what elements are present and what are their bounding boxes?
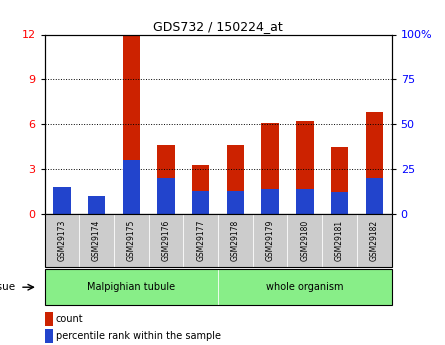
Bar <box>366 112 383 214</box>
Bar <box>123 36 140 214</box>
Text: GSM29180: GSM29180 <box>300 220 309 261</box>
Bar <box>227 145 244 214</box>
Text: whole organism: whole organism <box>266 282 344 292</box>
Text: GSM29177: GSM29177 <box>196 220 205 261</box>
Text: Malpighian tubule: Malpighian tubule <box>87 282 175 292</box>
Bar <box>262 123 279 214</box>
Bar <box>123 160 140 214</box>
Bar <box>88 196 105 214</box>
Bar <box>366 178 383 214</box>
Bar <box>53 187 70 214</box>
Bar <box>53 193 70 214</box>
Bar <box>262 189 279 214</box>
Text: percentile rank within the sample: percentile rank within the sample <box>56 332 221 341</box>
Bar <box>296 121 314 214</box>
Bar <box>331 147 348 214</box>
Bar <box>192 190 210 214</box>
Bar <box>88 196 105 214</box>
Text: GSM29173: GSM29173 <box>57 220 66 261</box>
Text: GSM29179: GSM29179 <box>266 220 275 261</box>
Text: GSM29176: GSM29176 <box>162 220 170 261</box>
Bar <box>158 178 175 214</box>
Bar <box>296 189 314 214</box>
Text: GSM29182: GSM29182 <box>370 220 379 261</box>
Text: GSM29178: GSM29178 <box>231 220 240 261</box>
Bar <box>227 190 244 214</box>
Text: GSM29174: GSM29174 <box>92 220 101 261</box>
Bar <box>158 145 175 214</box>
Title: GDS732 / 150224_at: GDS732 / 150224_at <box>153 20 283 33</box>
Text: count: count <box>56 314 83 324</box>
Bar <box>331 193 348 214</box>
Text: tissue: tissue <box>0 282 16 292</box>
Bar <box>192 165 210 214</box>
Text: GSM29175: GSM29175 <box>127 220 136 261</box>
Text: GSM29181: GSM29181 <box>335 220 344 261</box>
